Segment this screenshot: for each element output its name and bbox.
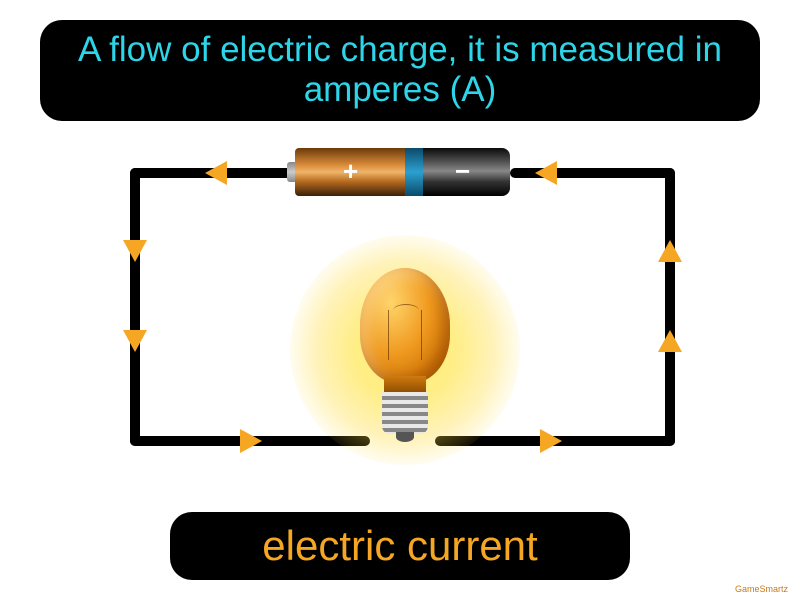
flow-arrow-icon — [205, 161, 227, 185]
flow-arrow-icon — [658, 330, 682, 352]
flow-arrow-icon — [123, 330, 147, 352]
bulb-filament — [388, 310, 422, 360]
battery-minus-label: − — [455, 156, 470, 187]
term-banner: electric current — [170, 512, 630, 580]
bulb-base — [382, 392, 428, 434]
watermark: GameSmartz — [735, 584, 788, 594]
wire-segment — [130, 168, 140, 446]
flow-arrow-icon — [658, 240, 682, 262]
definition-text: A flow of electric charge, it is measure… — [78, 30, 722, 109]
flow-arrow-icon — [540, 429, 562, 453]
definition-banner: A flow of electric charge, it is measure… — [40, 20, 760, 121]
circuit-diagram: + − — [110, 140, 690, 470]
bulb-tip — [396, 432, 414, 442]
battery: + − — [295, 148, 510, 196]
wire-segment — [665, 168, 675, 446]
flow-arrow-icon — [535, 161, 557, 185]
lightbulb — [360, 268, 450, 448]
flow-arrow-icon — [240, 429, 262, 453]
battery-plus-label: + — [343, 156, 358, 187]
flow-arrow-icon — [123, 240, 147, 262]
term-text: electric current — [262, 522, 537, 569]
battery-ring — [405, 148, 423, 196]
